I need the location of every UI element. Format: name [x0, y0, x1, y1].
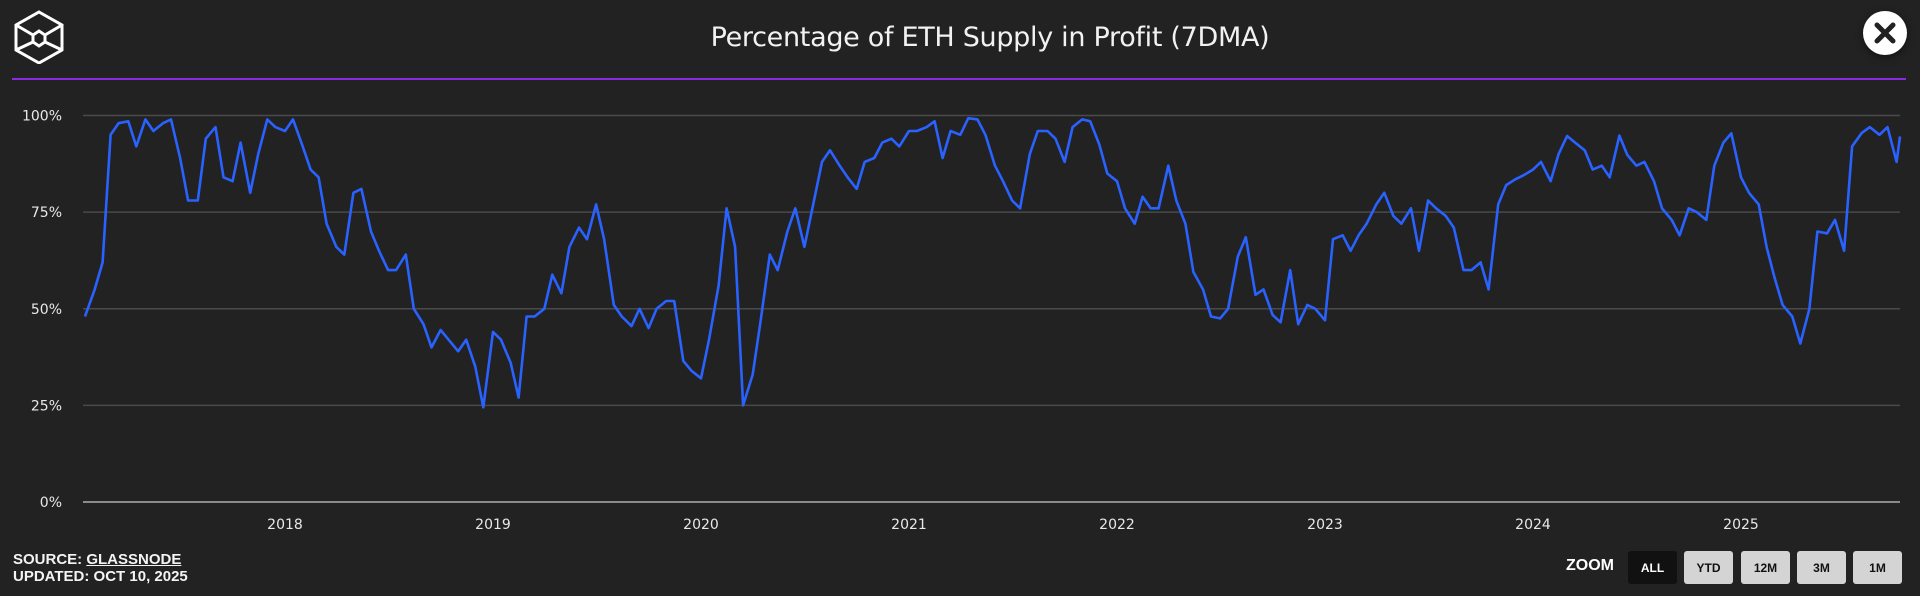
zoom-label: ZOOM	[1566, 557, 1614, 574]
source-label: SOURCE:	[13, 551, 87, 568]
x-tick-label: 2023	[1307, 517, 1343, 533]
y-tick-label: 0%	[40, 495, 62, 511]
y-tick-label: 50%	[31, 302, 62, 318]
chart-title: Percentage of ETH Supply in Profit (7DMA…	[710, 22, 1270, 53]
zoom-all-button[interactable]: ALL	[1628, 551, 1677, 584]
x-tick-label: 2024	[1515, 517, 1551, 533]
zoom-12m-button[interactable]: 12M	[1741, 551, 1790, 584]
x-tick-label: 2019	[475, 517, 511, 533]
x-tick-label: 2021	[891, 517, 927, 533]
y-tick-label: 100%	[22, 109, 62, 125]
y-tick-label: 75%	[31, 205, 62, 221]
updated-date: UPDATED: OCT 10, 2025	[13, 568, 188, 585]
series-line	[83, 116, 1902, 409]
zoom-3m-button[interactable]: 3M	[1797, 551, 1846, 584]
close-icon	[1874, 22, 1896, 44]
source-info: SOURCE: GLASSNODE UPDATED: OCT 10, 2025	[13, 551, 188, 585]
x-tick-label: 2018	[267, 517, 303, 533]
close-button[interactable]	[1863, 11, 1907, 55]
zoom-1m-button[interactable]: 1M	[1853, 551, 1902, 584]
x-tick-label: 2020	[683, 517, 719, 533]
source-link[interactable]: GLASSNODE	[86, 551, 182, 568]
y-tick-label: 25%	[31, 398, 62, 414]
header-divider	[12, 78, 1906, 80]
zoom-ytd-button[interactable]: YTD	[1684, 551, 1733, 584]
glassnode-logo-icon	[14, 10, 64, 64]
x-tick-label: 2025	[1723, 517, 1759, 533]
x-tick-label: 2022	[1099, 517, 1135, 533]
